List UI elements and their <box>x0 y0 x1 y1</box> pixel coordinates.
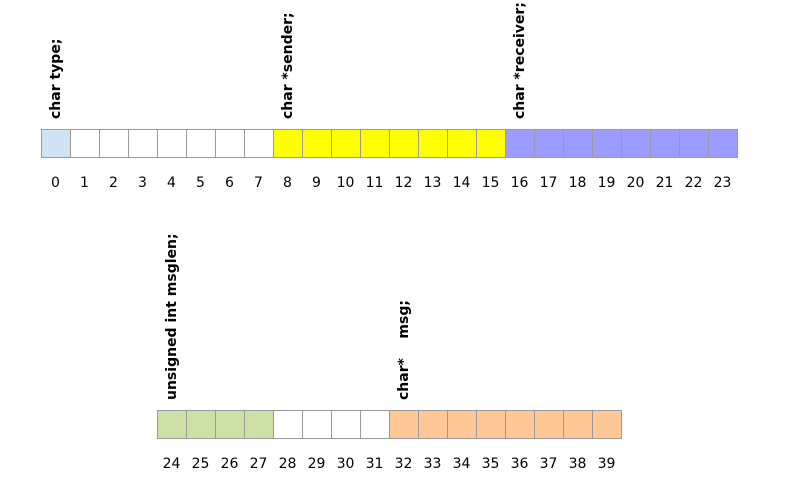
field-label: unsigned int msglen; <box>164 233 180 400</box>
byte-index-label: 4 <box>167 175 176 191</box>
byte-cell-14 <box>447 129 477 158</box>
byte-cell-2 <box>99 129 129 158</box>
byte-index-label: 30 <box>336 456 355 472</box>
byte-index-label: 36 <box>510 456 529 472</box>
byte-cell-19 <box>592 129 622 158</box>
byte-index-label: 37 <box>539 456 558 472</box>
field-label: char type; <box>48 38 64 119</box>
byte-cell-23 <box>708 129 738 158</box>
byte-index-label: 32 <box>394 456 413 472</box>
byte-index-label: 34 <box>452 456 471 472</box>
byte-index-label: 10 <box>336 175 355 191</box>
byte-index-label: 18 <box>568 175 587 191</box>
byte-index-label: 1 <box>80 175 89 191</box>
byte-index-label: 25 <box>191 456 210 472</box>
byte-cell-28 <box>273 410 303 439</box>
byte-index-label: 27 <box>249 456 268 472</box>
byte-cell-25 <box>186 410 216 439</box>
byte-cell-21 <box>650 129 680 158</box>
byte-cell-9 <box>302 129 332 158</box>
byte-index-label: 39 <box>597 456 616 472</box>
byte-cell-27 <box>244 410 274 439</box>
byte-cell-8 <box>273 129 303 158</box>
byte-cell-7 <box>244 129 274 158</box>
byte-index-label: 19 <box>597 175 616 191</box>
byte-cell-36 <box>505 410 535 439</box>
byte-index-label: 6 <box>225 175 234 191</box>
byte-cell-34 <box>447 410 477 439</box>
byte-index-label: 31 <box>365 456 384 472</box>
byte-index-label: 21 <box>655 175 674 191</box>
byte-index-label: 5 <box>196 175 205 191</box>
byte-cell-32 <box>389 410 419 439</box>
byte-index-label: 0 <box>51 175 60 191</box>
byte-index-label: 12 <box>394 175 413 191</box>
byte-index-label: 20 <box>626 175 645 191</box>
field-label: char *receiver; <box>512 2 528 119</box>
byte-cell-6 <box>215 129 245 158</box>
byte-index-label: 13 <box>423 175 442 191</box>
byte-index-label: 38 <box>568 456 587 472</box>
byte-index-label: 35 <box>481 456 500 472</box>
byte-index-label: 17 <box>539 175 558 191</box>
byte-cell-13 <box>418 129 448 158</box>
byte-index-label: 8 <box>283 175 292 191</box>
byte-cell-24 <box>157 410 187 439</box>
byte-cell-33 <box>418 410 448 439</box>
byte-cell-1 <box>70 129 100 158</box>
byte-cell-4 <box>157 129 187 158</box>
byte-index-label: 2 <box>109 175 118 191</box>
byte-index-label: 26 <box>220 456 239 472</box>
byte-cell-18 <box>563 129 593 158</box>
byte-cell-38 <box>563 410 593 439</box>
byte-index-label: 3 <box>138 175 147 191</box>
byte-index-label: 9 <box>312 175 321 191</box>
field-label: char* msg; <box>396 300 412 400</box>
byte-cell-37 <box>534 410 564 439</box>
byte-cell-5 <box>186 129 216 158</box>
byte-cell-0 <box>41 129 71 158</box>
byte-index-label: 28 <box>278 456 297 472</box>
byte-cell-15 <box>476 129 506 158</box>
byte-cell-29 <box>302 410 332 439</box>
byte-cell-10 <box>331 129 361 158</box>
byte-index-label: 16 <box>510 175 529 191</box>
byte-cell-22 <box>679 129 709 158</box>
byte-cell-26 <box>215 410 245 439</box>
byte-cell-30 <box>331 410 361 439</box>
byte-index-label: 23 <box>713 175 732 191</box>
byte-index-label: 29 <box>307 456 326 472</box>
byte-cell-3 <box>128 129 158 158</box>
byte-index-label: 7 <box>254 175 263 191</box>
field-label: char *sender; <box>280 12 296 119</box>
byte-index-label: 11 <box>365 175 384 191</box>
byte-index-label: 14 <box>452 175 471 191</box>
byte-cell-39 <box>592 410 622 439</box>
byte-index-label: 24 <box>162 456 181 472</box>
byte-cell-20 <box>621 129 651 158</box>
byte-cell-11 <box>360 129 390 158</box>
byte-index-label: 33 <box>423 456 442 472</box>
byte-cell-35 <box>476 410 506 439</box>
byte-index-label: 15 <box>481 175 500 191</box>
byte-cell-12 <box>389 129 419 158</box>
byte-cell-17 <box>534 129 564 158</box>
byte-index-label: 22 <box>684 175 703 191</box>
byte-cell-31 <box>360 410 390 439</box>
byte-cell-16 <box>505 129 535 158</box>
